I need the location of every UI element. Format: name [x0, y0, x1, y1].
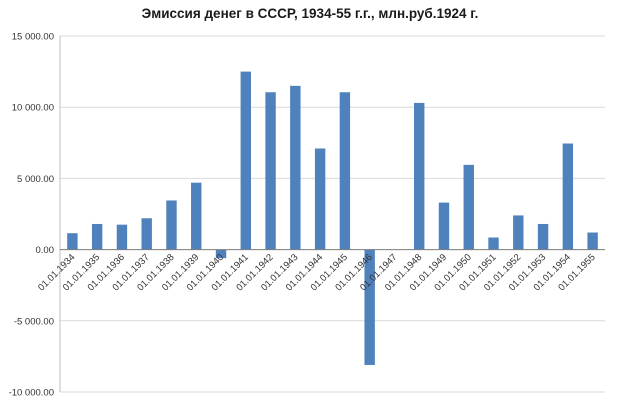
bar-01.01.1936	[116, 224, 128, 250]
bar-01.01.1940	[215, 249, 227, 259]
bar-01.01.1955	[587, 232, 598, 250]
bar-01.01.1950	[463, 164, 474, 250]
bar-01.01.1938	[166, 200, 177, 250]
bar-01.01.1946	[364, 249, 375, 365]
bar-01.01.1952	[513, 215, 524, 250]
bar-01.01.1935	[91, 223, 103, 250]
bar-01.01.1934	[67, 233, 78, 250]
bar-01.01.1937	[141, 218, 152, 250]
bar-01.01.1951	[488, 237, 499, 250]
bar-01.01.1948	[414, 102, 425, 250]
y-tick-label: 10 000.00	[12, 103, 54, 114]
chart-title: Эмиссия денег в СССР, 1934-55 г.г., млн.…	[141, 6, 479, 21]
bar-01.01.1941	[240, 71, 251, 250]
y-tick-label: 5 000.00	[17, 174, 54, 185]
bar-01.01.1953	[537, 223, 549, 250]
y-tick-label: 0.00	[36, 245, 55, 256]
bar-01.01.1945	[339, 92, 351, 250]
y-tick-label: -10 000.00	[9, 388, 54, 399]
bar-01.01.1949	[438, 202, 450, 250]
bar-01.01.1943	[290, 85, 301, 250]
bar-01.01.1944	[314, 148, 326, 250]
bar-01.01.1942	[265, 92, 276, 250]
bar-01.01.1939	[191, 182, 202, 250]
y-tick-label: 15 000.00	[12, 32, 54, 43]
bar-01.01.1954	[562, 143, 574, 250]
y-tick-label: -5 000.00	[14, 316, 54, 327]
